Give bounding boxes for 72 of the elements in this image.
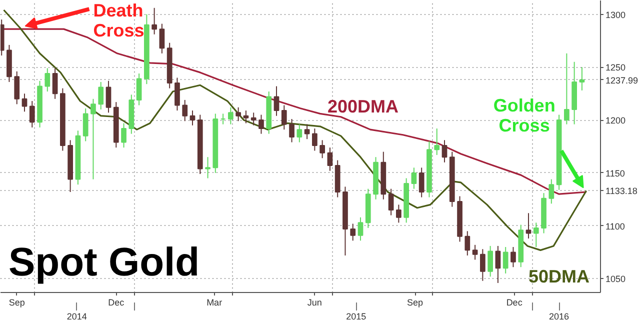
candlestick: [90, 98, 96, 180]
text: Spot Gold: [8, 240, 200, 284]
candlestick: [480, 248, 486, 282]
candlestick: [159, 23, 165, 54]
y-tick-label: 1300: [606, 10, 626, 20]
candlestick: [464, 230, 470, 256]
candlestick: [350, 223, 356, 242]
candlestick: [22, 93, 28, 112]
y-tick-label: 1200: [606, 116, 626, 126]
x-tick-label: Jun: [307, 298, 322, 308]
candlestick: [98, 81, 104, 110]
candlestick: [174, 77, 180, 112]
candlestick: [289, 118, 294, 143]
candlestick: [106, 80, 112, 114]
series-label: 200DMA: [328, 96, 399, 116]
candlestick: [14, 70, 20, 105]
candlestick: [29, 100, 35, 128]
candlestick: [327, 147, 333, 172]
candlestick: [396, 204, 402, 224]
candlestick: [182, 99, 188, 122]
candlestick: [190, 110, 196, 126]
x-tick-label: Sep: [8, 298, 25, 308]
candlestick: [472, 244, 478, 260]
candlestick: [152, 7, 157, 35]
candlestick: [434, 128, 440, 156]
candlestick: [236, 106, 241, 122]
candlestick: [312, 128, 318, 152]
candlestick: [44, 68, 50, 92]
candlestick: [488, 245, 493, 278]
candlestick: [526, 212, 532, 240]
candlestick: [533, 222, 539, 248]
x-tick-label: Sep: [407, 298, 424, 308]
x-tick-label: Dec: [506, 298, 523, 308]
y-tick-label: 1237.99: [606, 75, 638, 86]
y-tick-label: 1150: [606, 168, 625, 178]
series-label: 50DMA: [528, 266, 590, 286]
candlestick: [388, 188, 394, 216]
candlestick: [274, 86, 280, 116]
candlestick: [82, 108, 88, 142]
candlestick: [250, 112, 256, 126]
candlestick: [564, 52, 570, 125]
candlestick: [243, 110, 249, 124]
candlestick: [411, 167, 417, 190]
x-tick-label: Mar: [206, 298, 222, 308]
candlestick: [205, 156, 210, 179]
candlestick: [510, 246, 516, 268]
candlestick: [52, 68, 58, 100]
x2-tick-label: 2016: [549, 312, 570, 322]
y-tick-label: 1100: [606, 221, 625, 232]
candlestick: [136, 73, 142, 106]
candlestick: [281, 104, 287, 130]
candlestick: [579, 66, 585, 91]
x-tick-label: Dec: [108, 298, 125, 308]
candlestick: [228, 106, 234, 125]
x2-tick-label: 2014: [66, 312, 87, 322]
y-tick-label: 1250: [606, 62, 626, 73]
candlestick: [258, 114, 264, 134]
candlestick: [548, 178, 554, 204]
candlestick: [296, 124, 302, 143]
y-tick-label: 1133.18: [606, 186, 638, 196]
candlestick: [304, 124, 310, 140]
candlestick: [358, 216, 364, 242]
candlestick: [121, 122, 126, 148]
candlestick: [442, 140, 448, 163]
annotation: Golden Cross: [493, 96, 556, 136]
candlestick: [502, 246, 508, 274]
y-tick-label: 1050: [606, 274, 626, 284]
candlestick: [418, 167, 424, 198]
candlestick: [320, 140, 325, 159]
candlestick: [495, 245, 501, 284]
x2-tick-label: 2015: [346, 312, 366, 322]
annotation: Death Cross: [93, 0, 144, 40]
